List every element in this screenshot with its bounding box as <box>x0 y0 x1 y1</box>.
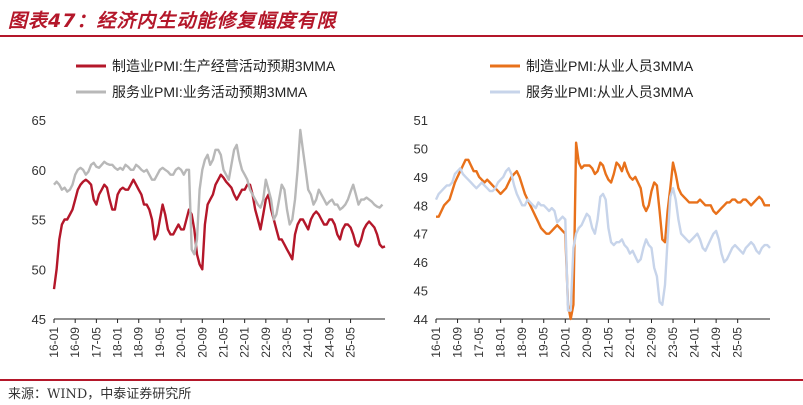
y-tick-label: 47 <box>414 227 428 242</box>
chart-2: 44 45 46 47 48 49 50 51 16-01 16-09 17-05 18-01 18-0… <box>414 58 770 358</box>
charts-canvas: 45 50 55 60 65 16-01 16-09 17-05 18-01 18-09 19-05… <box>0 0 803 380</box>
y-tick-label: 45 <box>32 312 46 327</box>
x-tick-label: 25-05 <box>344 327 358 358</box>
series-line-1 <box>54 175 385 289</box>
y-tick-label: 50 <box>414 141 428 156</box>
x-tick-label: 18-01 <box>494 327 508 358</box>
source-note: 来源：WIND，中泰证券研究所 <box>8 383 191 402</box>
y-tick-label: 45 <box>414 284 428 299</box>
x-tick-label: 16-01 <box>429 327 443 358</box>
x-tick-label: 16-09 <box>68 327 82 358</box>
x-tick-label: 22-09 <box>259 327 273 358</box>
y-tick-label: 49 <box>414 170 428 185</box>
legend-label: 服务业PMI:从业人员3MMA <box>526 84 694 100</box>
series-line-2 <box>54 130 382 254</box>
legend-label: 制造业PMI:生产经营活动预期3MMA <box>112 58 336 74</box>
x-tick-label: 24-01 <box>688 327 702 358</box>
y-tick-label: 44 <box>414 312 428 327</box>
x-tick-label: 25-05 <box>731 327 745 358</box>
x-tick-label: 16-01 <box>47 327 61 358</box>
x-tick-label: 20-01 <box>174 327 188 358</box>
x-tick-label: 16-09 <box>451 327 465 358</box>
x-tick-label: 20-09 <box>195 327 209 358</box>
x-tick-label: 22-01 <box>623 327 637 358</box>
x-tick-label: 24-09 <box>322 327 336 358</box>
x-tick-label: 20-09 <box>580 327 594 358</box>
y-tick-label: 65 <box>32 113 46 128</box>
legend-label: 服务业PMI:业务活动预期3MMA <box>112 84 308 100</box>
y-tick-label: 50 <box>32 262 46 277</box>
x-tick-label: 23-05 <box>666 327 680 358</box>
x-tick-label: 17-05 <box>472 327 486 358</box>
x-tick-label: 24-09 <box>709 327 723 358</box>
y-tick-label: 46 <box>414 255 428 270</box>
y-tick-label: 55 <box>32 213 46 228</box>
x-tick-label: 24-01 <box>301 327 315 358</box>
x-tick-label: 18-09 <box>515 327 529 358</box>
x-tick-label: 18-01 <box>111 327 125 358</box>
x-tick-label: 22-09 <box>644 327 658 358</box>
x-tick-label: 22-01 <box>238 327 252 358</box>
series-line-2 <box>436 168 770 310</box>
x-tick-label: 23-05 <box>280 327 294 358</box>
x-tick-label: 20-01 <box>558 327 572 358</box>
x-tick-label: 21-05 <box>216 327 230 358</box>
x-tick-label: 19-05 <box>537 327 551 358</box>
series-line-1 <box>436 143 770 319</box>
x-tick-label: 21-05 <box>601 327 615 358</box>
chart-1: 45 50 55 60 65 16-01 16-09 17-05 18-01 18-09 19-05… <box>32 58 385 358</box>
bottom-rule <box>0 379 803 381</box>
x-tick-label: 17-05 <box>89 327 103 358</box>
y-tick-label: 60 <box>32 163 46 178</box>
y-tick-label: 48 <box>414 198 428 213</box>
legend-label: 制造业PMI:从业人员3MMA <box>526 58 694 74</box>
x-tick-label: 18-09 <box>132 327 146 358</box>
y-tick-label: 51 <box>414 113 428 128</box>
x-tick-label: 19-05 <box>153 327 167 358</box>
